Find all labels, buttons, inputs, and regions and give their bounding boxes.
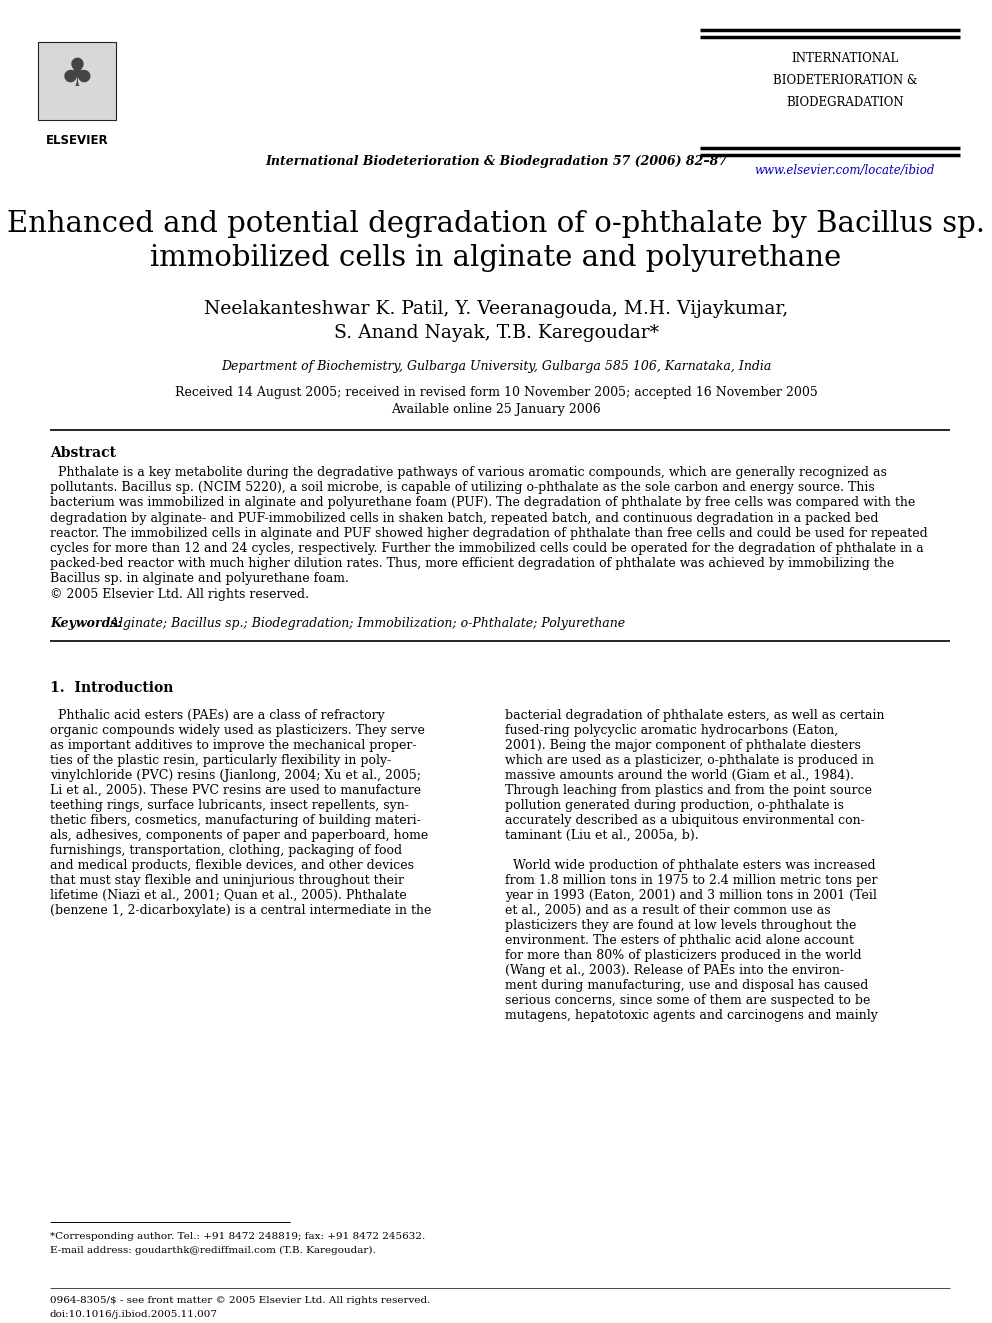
Text: Phthalate is a key metabolite during the degradative pathways of various aromati: Phthalate is a key metabolite during the… [50,466,887,479]
Text: massive amounts around the world (Giam et al., 1984).: massive amounts around the world (Giam e… [505,769,854,782]
Text: doi:10.1016/j.ibiod.2005.11.007: doi:10.1016/j.ibiod.2005.11.007 [50,1310,218,1319]
Text: pollution generated during production, o-phthalate is: pollution generated during production, o… [505,799,844,812]
Text: 0964-8305/$ - see front matter © 2005 Elsevier Ltd. All rights reserved.: 0964-8305/$ - see front matter © 2005 El… [50,1297,431,1304]
Text: plasticizers they are found at low levels throughout the: plasticizers they are found at low level… [505,918,856,931]
Text: Keywords:: Keywords: [50,617,122,630]
Text: World wide production of phthalate esters was increased: World wide production of phthalate ester… [505,859,876,872]
Text: year in 1993 (Eaton, 2001) and 3 million tons in 2001 (Teil: year in 1993 (Eaton, 2001) and 3 million… [505,889,877,902]
Text: Phthalic acid esters (PAEs) are a class of refractory: Phthalic acid esters (PAEs) are a class … [50,709,385,722]
Text: Through leaching from plastics and from the point source: Through leaching from plastics and from … [505,783,872,796]
Text: ment during manufacturing, use and disposal has caused: ment during manufacturing, use and dispo… [505,979,868,992]
Text: ELSEVIER: ELSEVIER [46,134,108,147]
Text: 1.  Introduction: 1. Introduction [50,681,174,695]
Text: (benzene 1, 2-dicarboxylate) is a central intermediate in the: (benzene 1, 2-dicarboxylate) is a centra… [50,904,432,917]
Text: S. Anand Nayak, T.B. Karegoudar*: S. Anand Nayak, T.B. Karegoudar* [333,324,659,343]
Text: et al., 2005) and as a result of their common use as: et al., 2005) and as a result of their c… [505,904,830,917]
Text: INTERNATIONAL: INTERNATIONAL [792,52,899,65]
Text: for more than 80% of plasticizers produced in the world: for more than 80% of plasticizers produc… [505,949,862,962]
Text: organic compounds widely used as plasticizers. They serve: organic compounds widely used as plastic… [50,724,425,737]
Text: cycles for more than 12 and 24 cycles, respectively. Further the immobilized cel: cycles for more than 12 and 24 cycles, r… [50,542,924,556]
Text: Department of Biochemistry, Gulbarga University, Gulbarga 585 106, Karnataka, In: Department of Biochemistry, Gulbarga Uni… [221,360,771,373]
Text: ties of the plastic resin, particularly flexibility in poly-: ties of the plastic resin, particularly … [50,754,391,767]
Text: ♣: ♣ [60,57,94,94]
Text: International Biodeterioration & Biodegradation 57 (2006) 82–87: International Biodeterioration & Biodegr… [265,155,727,168]
Text: Received 14 August 2005; received in revised form 10 November 2005; accepted 16 : Received 14 August 2005; received in rev… [175,386,817,400]
Text: degradation by alginate- and PUF-immobilized cells in shaken batch, repeated bat: degradation by alginate- and PUF-immobil… [50,512,879,525]
Text: mutagens, hepatotoxic agents and carcinogens and mainly: mutagens, hepatotoxic agents and carcino… [505,1009,878,1021]
Text: *Corresponding author. Tel.: +91 8472 248819; fax: +91 8472 245632.: *Corresponding author. Tel.: +91 8472 24… [50,1232,426,1241]
Text: Li et al., 2005). These PVC resins are used to manufacture: Li et al., 2005). These PVC resins are u… [50,783,422,796]
Text: immobilized cells in alginate and polyurethane: immobilized cells in alginate and polyur… [151,243,841,273]
Text: accurately described as a ubiquitous environmental con-: accurately described as a ubiquitous env… [505,814,865,827]
Text: Enhanced and potential degradation of ​o​-phthalate by ​Bacillus​ sp.: Enhanced and potential degradation of ​o… [7,210,985,238]
Text: 2001). Being the major component of phthalate diesters: 2001). Being the major component of phth… [505,738,861,751]
Text: Neelakanteshwar K. Patil, Y. Veeranagouda, M.H. Vijaykumar,: Neelakanteshwar K. Patil, Y. Veeranagoud… [204,300,788,318]
Text: and medical products, flexible devices, and other devices: and medical products, flexible devices, … [50,859,414,872]
Text: furnishings, transportation, clothing, packaging of food: furnishings, transportation, clothing, p… [50,844,402,857]
Text: environment. The esters of phthalic acid alone account: environment. The esters of phthalic acid… [505,934,854,947]
Text: from 1.8 million tons in 1975 to 2.4 million metric tons per: from 1.8 million tons in 1975 to 2.4 mil… [505,873,878,886]
Text: BIODETERIORATION &: BIODETERIORATION & [773,74,918,87]
Text: pollutants. Bacillus sp. (NCIM 5220), a soil microbe, is capable of utilizing o-: pollutants. Bacillus sp. (NCIM 5220), a … [50,482,875,495]
Text: reactor. The immobilized cells in alginate and PUF showed higher degradation of : reactor. The immobilized cells in algina… [50,527,928,540]
Text: (Wang et al., 2003). Release of PAEs into the environ-: (Wang et al., 2003). Release of PAEs int… [505,963,844,976]
Text: packed-bed reactor with much higher dilution rates. Thus, more efficient degrada: packed-bed reactor with much higher dilu… [50,557,894,570]
Text: taminant (Liu et al., 2005a, b).: taminant (Liu et al., 2005a, b). [505,828,698,841]
Text: as important additives to improve the mechanical proper-: as important additives to improve the me… [50,738,417,751]
Text: thetic fibers, cosmetics, manufacturing of building materi-: thetic fibers, cosmetics, manufacturing … [50,814,421,827]
Text: lifetime (Niazi et al., 2001; Quan et al., 2005). Phthalate: lifetime (Niazi et al., 2001; Quan et al… [50,889,407,902]
Text: which are used as a plasticizer, o-phthalate is produced in: which are used as a plasticizer, o-phtha… [505,754,874,767]
Text: Bacillus sp. in alginate and polyurethane foam.: Bacillus sp. in alginate and polyurethan… [50,573,349,585]
Text: Abstract: Abstract [50,446,116,460]
Text: E-mail address: goudarthk@rediffmail.com (T.B. Karegoudar).: E-mail address: goudarthk@rediffmail.com… [50,1246,376,1256]
Text: © 2005 Elsevier Ltd. All rights reserved.: © 2005 Elsevier Ltd. All rights reserved… [50,587,309,601]
Bar [38,42,116,120]
Text: BIODEGRADATION: BIODEGRADATION [787,97,904,108]
Text: als, adhesives, components of paper and paperboard, home: als, adhesives, components of paper and … [50,828,429,841]
Text: vinylchloride (PVC) resins (Jianlong, 2004; Xu et al., 2005;: vinylchloride (PVC) resins (Jianlong, 20… [50,769,421,782]
Text: bacterium was immobilized in alginate and polyurethane foam (PUF). The degradati: bacterium was immobilized in alginate an… [50,496,916,509]
Text: that must stay flexible and uninjurious throughout their: that must stay flexible and uninjurious … [50,873,404,886]
Text: fused-ring polycyclic aromatic hydrocarbons (Eaton,: fused-ring polycyclic aromatic hydrocarb… [505,724,838,737]
Text: bacterial degradation of phthalate esters, as well as certain: bacterial degradation of phthalate ester… [505,709,885,722]
Text: Available online 25 January 2006: Available online 25 January 2006 [391,404,601,415]
Text: teething rings, surface lubricants, insect repellents, syn-: teething rings, surface lubricants, inse… [50,799,409,812]
Text: Alginate; Bacillus sp.; Biodegradation; Immobilization; o-Phthalate; Polyurethan: Alginate; Bacillus sp.; Biodegradation; … [106,617,625,630]
Text: www.elsevier.com/locate/ibiod: www.elsevier.com/locate/ibiod [755,164,935,177]
Text: serious concerns, since some of them are suspected to be: serious concerns, since some of them are… [505,994,870,1007]
